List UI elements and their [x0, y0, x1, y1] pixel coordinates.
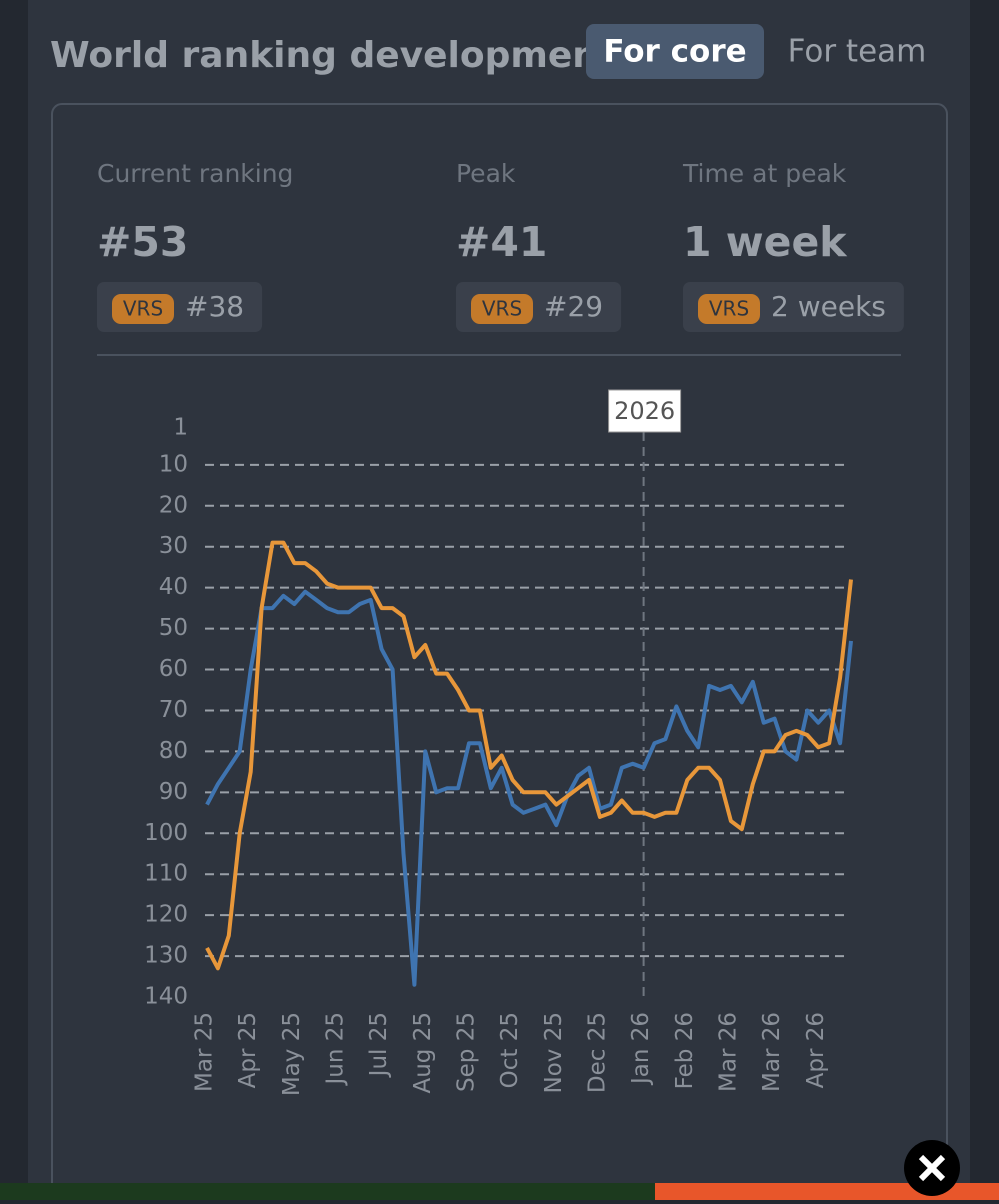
x-tick-label: Nov 25 — [541, 1012, 567, 1093]
vrs-label: VRS — [482, 297, 522, 321]
vrs-pill — [698, 294, 760, 324]
x-tick-label: Aug 25 — [410, 1012, 436, 1094]
y-tick-label: 80 — [159, 738, 188, 764]
y-tick-label: 60 — [159, 656, 188, 682]
vrs-pill — [112, 294, 174, 324]
close-icon[interactable] — [918, 1154, 946, 1182]
badge-value: #29 — [544, 290, 603, 323]
badge-value: #38 — [185, 290, 244, 323]
ad-strip — [0, 1183, 655, 1200]
x-tick-label: Apr 26 — [803, 1012, 829, 1088]
stat-label: Time at peak — [682, 159, 847, 188]
vrs-label: VRS — [123, 297, 163, 321]
y-tick-label: 20 — [159, 492, 188, 518]
stat-value: 1 week — [683, 218, 848, 266]
x-tick-label: Jun 25 — [322, 1012, 348, 1087]
stat-label: Current ranking — [97, 159, 293, 188]
x-tick-label: Feb 26 — [672, 1012, 698, 1089]
year-box — [608, 389, 682, 433]
series-line — [205, 540, 853, 971]
x-tick-label: Jul 25 — [366, 1012, 392, 1078]
x-tick-label: Mar 25 — [192, 1012, 218, 1092]
x-tick-label: Apr 25 — [235, 1012, 261, 1088]
stat-label: Peak — [456, 159, 516, 188]
x-tick-label: Mar 26 — [715, 1012, 741, 1092]
tab-active-bg[interactable] — [586, 24, 764, 79]
x-tick-label: Sep 25 — [453, 1012, 479, 1092]
y-tick-label: 40 — [159, 574, 188, 600]
y-tick-label: 10 — [159, 451, 188, 477]
x-tick-label: Mar 26 — [759, 1012, 785, 1092]
y-tick-label: 70 — [159, 697, 188, 723]
y-tick-label: 110 — [144, 861, 188, 887]
tab[interactable]: For team — [788, 34, 927, 70]
card — [51, 103, 948, 1204]
y-tick-label: 120 — [144, 902, 188, 928]
tab[interactable]: For core — [603, 34, 746, 70]
y-tick-label: 140 — [144, 984, 188, 1010]
y-tick-label: 130 — [144, 943, 188, 969]
y-tick-label: 50 — [159, 615, 188, 641]
badge-value: 2 weeks — [771, 290, 886, 323]
year-label: 2026 — [614, 397, 675, 425]
vrs-pill — [471, 294, 533, 324]
x-tick-label: Oct 25 — [497, 1012, 523, 1088]
stat-value: #41 — [456, 218, 547, 266]
vrs-label: VRS — [709, 297, 749, 321]
stat-value: #53 — [97, 218, 188, 266]
y-tick-label: 1 — [173, 415, 188, 441]
x-tick-label: Jan 26 — [628, 1012, 654, 1086]
title: World ranking development — [50, 35, 615, 76]
x-tick-label: Dec 25 — [584, 1012, 610, 1093]
y-tick-label: 30 — [159, 533, 188, 559]
x-tick-label: May 25 — [279, 1012, 305, 1096]
y-tick-label: 90 — [159, 779, 188, 805]
series-line — [205, 589, 853, 987]
y-tick-label: 100 — [144, 820, 188, 846]
panel — [28, 0, 970, 1200]
